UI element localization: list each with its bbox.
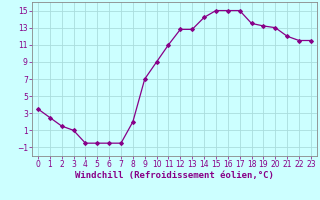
X-axis label: Windchill (Refroidissement éolien,°C): Windchill (Refroidissement éolien,°C) [75,171,274,180]
